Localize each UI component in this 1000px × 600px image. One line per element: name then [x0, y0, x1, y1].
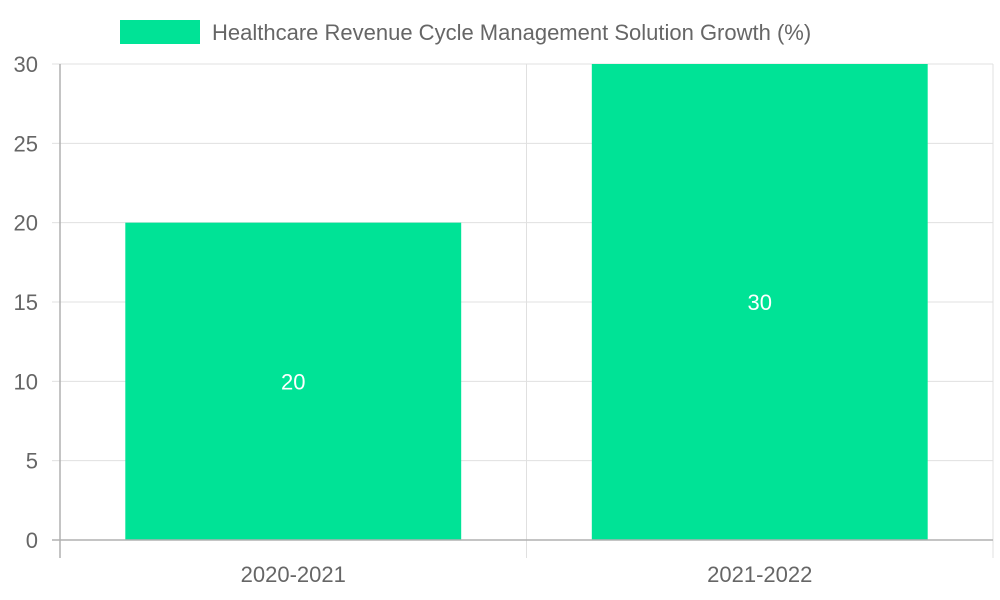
legend-swatch[interactable] — [120, 20, 200, 44]
y-tick-label: 5 — [26, 449, 38, 474]
legend-label[interactable]: Healthcare Revenue Cycle Management Solu… — [212, 20, 811, 45]
data-label: 20 — [281, 369, 305, 394]
data-label: 30 — [748, 290, 772, 315]
legend[interactable]: Healthcare Revenue Cycle Management Solu… — [120, 20, 811, 45]
y-tick-label: 25 — [14, 131, 38, 156]
x-axis-ticks: 2020-2021 2021-2022 — [241, 562, 813, 587]
x-tick-label: 2021-2022 — [707, 562, 812, 587]
y-tick-label: 0 — [26, 528, 38, 553]
y-tick-label: 15 — [14, 290, 38, 315]
x-tick-label: 2020-2021 — [241, 562, 346, 587]
axes — [52, 64, 993, 558]
bar — [125, 222, 462, 540]
y-tick-label: 20 — [14, 211, 38, 236]
bar — [591, 64, 928, 540]
y-tick-label: 10 — [14, 369, 38, 394]
y-tick-label: 30 — [14, 52, 38, 77]
y-axis-ticks: 0 5 10 15 20 25 30 — [14, 52, 38, 553]
